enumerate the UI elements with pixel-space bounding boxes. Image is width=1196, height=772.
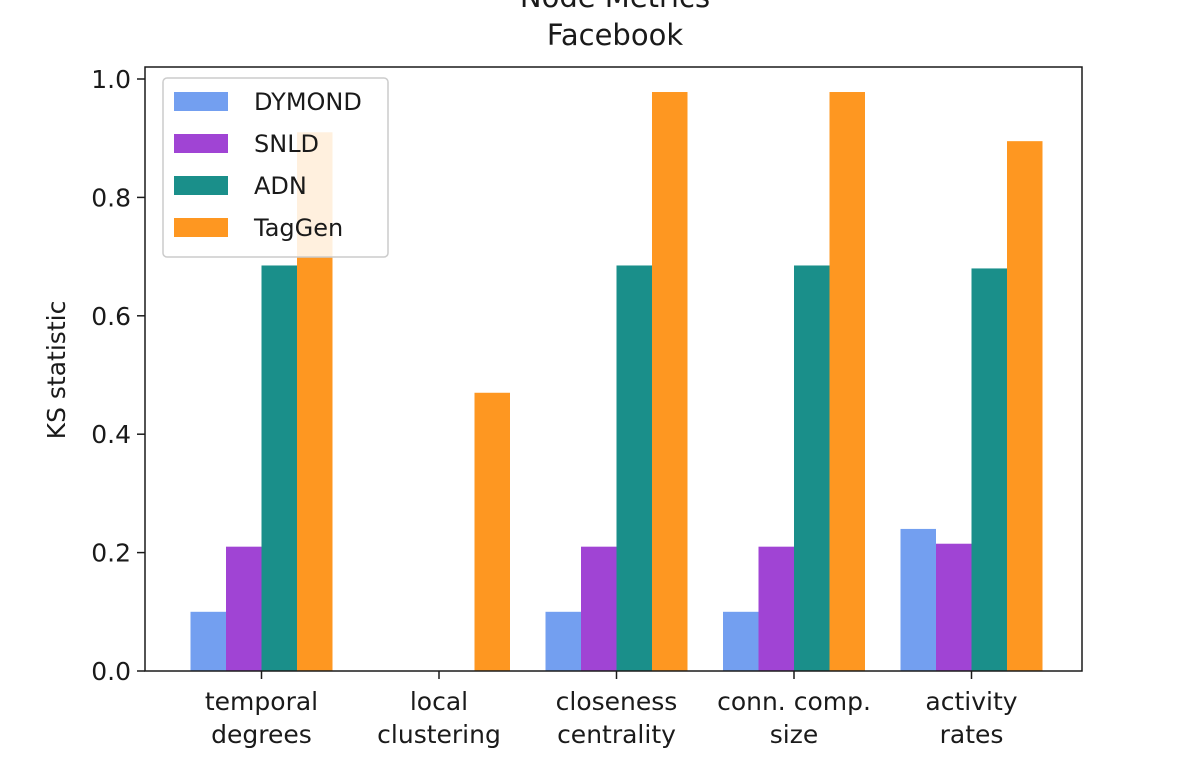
bars [190, 92, 1043, 671]
plot-area-frame [144, 66, 1083, 672]
x-axis-ticks: temporal degrees local clustering closeness c… [205, 671, 1018, 749]
x-tick-label: activity [925, 687, 1017, 716]
legend-swatch-snld [174, 134, 228, 153]
bar-dymond-3 [723, 611, 759, 671]
bar-dymond-2 [545, 611, 581, 671]
y-tick-label: 0.4 [91, 420, 131, 449]
bar-adn-2 [616, 265, 652, 671]
bar-taggen-1 [474, 392, 510, 671]
bar-taggen-3 [829, 92, 865, 671]
legend-swatch-taggen [174, 218, 228, 237]
x-tick-label: conn. comp. [717, 687, 871, 716]
y-tick-label: 0.2 [91, 539, 131, 568]
y-tick-label: 1.0 [91, 65, 131, 94]
bar-dymond-4 [900, 528, 936, 671]
y-tick-label: 0.6 [91, 302, 131, 331]
x-tick-label: temporal [205, 687, 318, 716]
bar-snld-4 [936, 543, 972, 671]
legend-swatch-adn [174, 176, 228, 195]
legend-label-dymond: DYMOND [254, 88, 362, 116]
legend-label-snld: SNLD [254, 130, 319, 158]
y-axis-label: KS statistic [42, 301, 71, 440]
bar-adn-0 [261, 265, 297, 671]
chart-title-line-2: Facebook [547, 18, 683, 52]
y-tick-label: 0.0 [91, 657, 131, 686]
legend-box [162, 77, 389, 258]
x-tick-label: rates [940, 720, 1004, 749]
bar-adn-3 [794, 265, 830, 671]
bar-snld-0 [226, 546, 262, 671]
legend-label-adn: ADN [254, 172, 307, 200]
legend-label-taggen: TagGen [253, 214, 343, 242]
legend: DYMOND SNLD ADN TagGen [162, 77, 389, 258]
chart-title-line-1: Node Metrics [520, 0, 710, 14]
y-axis-ticks: 0.0 0.2 0.4 0.6 0.8 1.0 [91, 65, 145, 686]
chart-title: Node Metrics Facebook [520, 0, 710, 52]
bar-taggen-2 [652, 92, 688, 671]
x-tick-label: size [770, 720, 818, 749]
bar-dymond-0 [190, 611, 226, 671]
x-tick-label: local [410, 687, 468, 716]
bar-taggen-4 [1007, 141, 1043, 671]
x-tick-label: closeness [556, 687, 678, 716]
y-tick-label: 0.8 [91, 183, 131, 212]
x-tick-label: degrees [211, 720, 312, 749]
x-tick-label: clustering [377, 720, 501, 749]
bar-snld-2 [581, 546, 617, 671]
bar-snld-3 [758, 546, 794, 671]
bar-adn-4 [971, 268, 1007, 671]
legend-swatch-dymond [174, 92, 228, 111]
x-tick-label: centrality [557, 720, 676, 749]
